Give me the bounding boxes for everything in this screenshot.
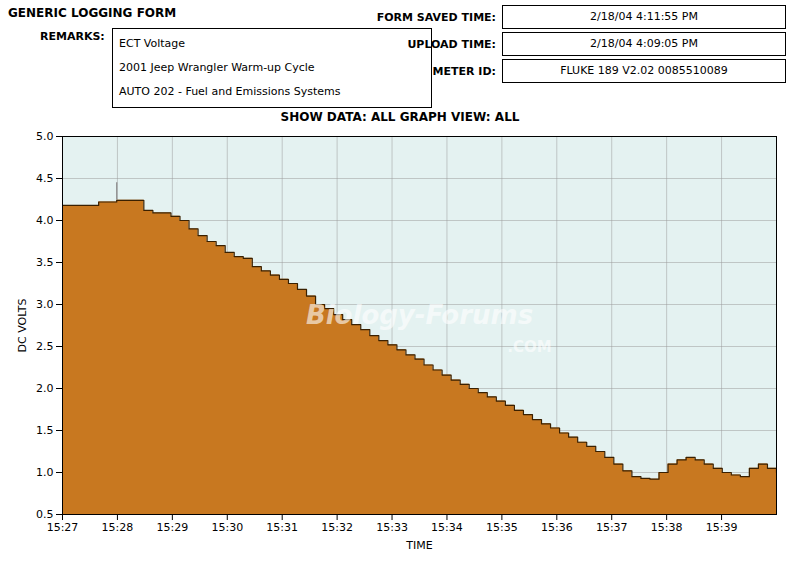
html-text:2/18/04 4:11:55 PM: 2/18/04 4:11:55 PM xyxy=(590,10,698,23)
html-text:ECT Voltage: ECT Voltage xyxy=(119,37,186,50)
svg-text:4.5: 4.5 xyxy=(36,172,54,185)
svg-text:TIME: TIME xyxy=(405,539,432,552)
html-text:2001 Jeep Wrangler Warm-up Cyc: 2001 Jeep Wrangler Warm-up Cycle xyxy=(119,61,315,74)
html-text:FLUKE 189 V2.02 0085510089: FLUKE 189 V2.02 0085510089 xyxy=(560,64,728,77)
svg-text:15:29: 15:29 xyxy=(156,521,188,534)
svg-text:2.5: 2.5 xyxy=(36,340,54,353)
svg-text:15:31: 15:31 xyxy=(266,521,298,534)
html-text:GENERIC LOGGING FORM: GENERIC LOGGING FORM xyxy=(8,6,177,20)
svg-text:15:30: 15:30 xyxy=(211,521,243,534)
html-text:REMARKS:: REMARKS: xyxy=(40,30,105,43)
svg-text:3.0: 3.0 xyxy=(36,298,54,311)
svg-text:15:32: 15:32 xyxy=(321,521,353,534)
html-text:UPLOAD TIME:: UPLOAD TIME: xyxy=(407,37,496,51)
html-text:METER ID:: METER ID: xyxy=(432,64,496,78)
svg-text:15:37: 15:37 xyxy=(596,521,628,534)
html-text:FORM SAVED TIME:: FORM SAVED TIME: xyxy=(376,10,496,24)
svg-text:.COM: .COM xyxy=(507,338,551,356)
svg-text:15:36: 15:36 xyxy=(541,521,573,534)
html-text:SHOW DATA: ALL GRAPH VIEW: ALL: SHOW DATA: ALL GRAPH VIEW: ALL xyxy=(280,110,520,124)
svg-text:3.5: 3.5 xyxy=(36,256,54,269)
svg-text:0.5: 0.5 xyxy=(36,508,54,521)
html-text:2/18/04 4:09:05 PM: 2/18/04 4:09:05 PM xyxy=(590,37,698,50)
svg-text:15:27: 15:27 xyxy=(47,521,79,534)
svg-text:Biology-Forums: Biology-Forums xyxy=(306,300,533,330)
svg-text:2.0: 2.0 xyxy=(36,382,54,395)
svg-text:15:33: 15:33 xyxy=(376,521,408,534)
html-text:AUTO 202 - Fuel and Emissions: AUTO 202 - Fuel and Emissions Systems xyxy=(119,85,341,98)
svg-text:15:38: 15:38 xyxy=(651,521,683,534)
svg-text:4.0: 4.0 xyxy=(36,214,54,227)
svg-text:1.0: 1.0 xyxy=(36,466,54,479)
svg-text:15:35: 15:35 xyxy=(486,521,518,534)
svg-text:15:39: 15:39 xyxy=(706,521,738,534)
svg-text:1.5: 1.5 xyxy=(36,424,54,437)
svg-text:15:34: 15:34 xyxy=(431,521,463,534)
svg-text:DC VOLTS: DC VOLTS xyxy=(16,299,29,353)
svg-text:5.0: 5.0 xyxy=(36,130,54,143)
svg-text:15:28: 15:28 xyxy=(102,521,134,534)
